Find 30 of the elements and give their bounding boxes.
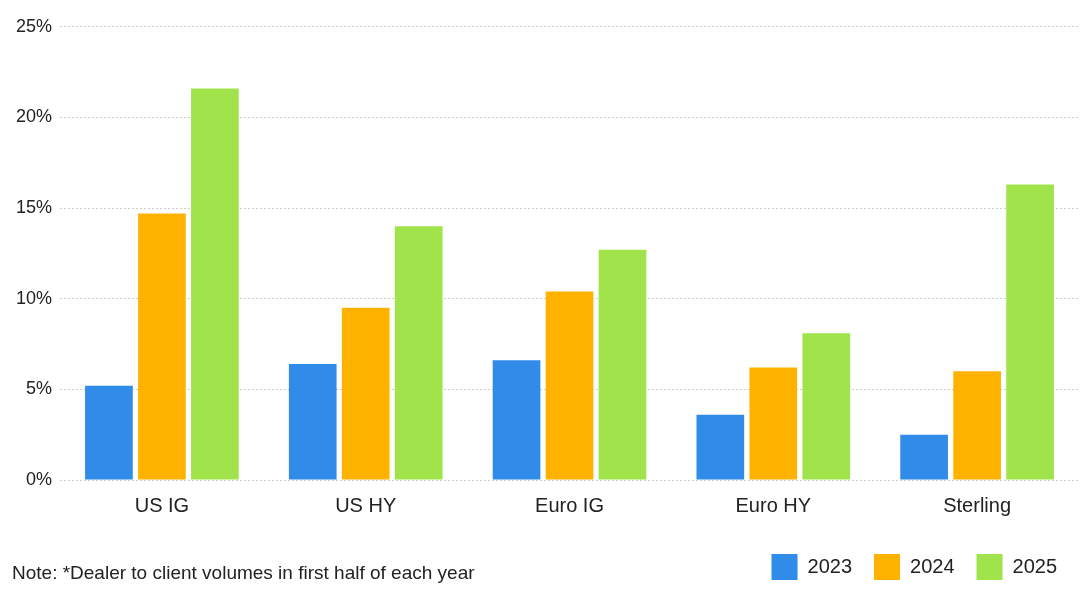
bar — [802, 333, 851, 480]
bar — [696, 414, 745, 480]
y-tick-label: 20% — [16, 106, 53, 127]
bar — [900, 434, 948, 480]
text: Note: *Dealer to client volumes in first half of each year — [12, 562, 475, 584]
bar — [191, 88, 239, 480]
bar — [492, 360, 541, 480]
x-tick-label: US HY — [335, 493, 397, 516]
y-tick-label: 5% — [26, 378, 53, 399]
y-tick-label: 0% — [26, 468, 53, 489]
bar — [545, 291, 594, 480]
y-tick-label: 25% — [16, 15, 53, 36]
x-tick-label: Euro HY — [735, 493, 812, 516]
bar — [341, 307, 390, 480]
x-tick-label: Euro IG — [535, 493, 604, 516]
bar — [85, 385, 133, 480]
x-tick-label: US IG — [134, 493, 190, 516]
bar — [394, 226, 443, 480]
bar — [1006, 184, 1054, 480]
bar — [749, 367, 798, 480]
bar — [138, 213, 186, 480]
bar — [953, 371, 1001, 480]
bar — [288, 363, 337, 480]
y-tick-label: 15% — [16, 197, 53, 218]
legend-label: 2024 — [910, 554, 955, 577]
x-tick-label: Sterling — [943, 493, 1012, 516]
y-tick-label: 10% — [16, 287, 53, 308]
legend-label: 2023 — [807, 554, 853, 577]
legend-label: 2025 — [1012, 554, 1058, 577]
bar — [598, 249, 647, 480]
